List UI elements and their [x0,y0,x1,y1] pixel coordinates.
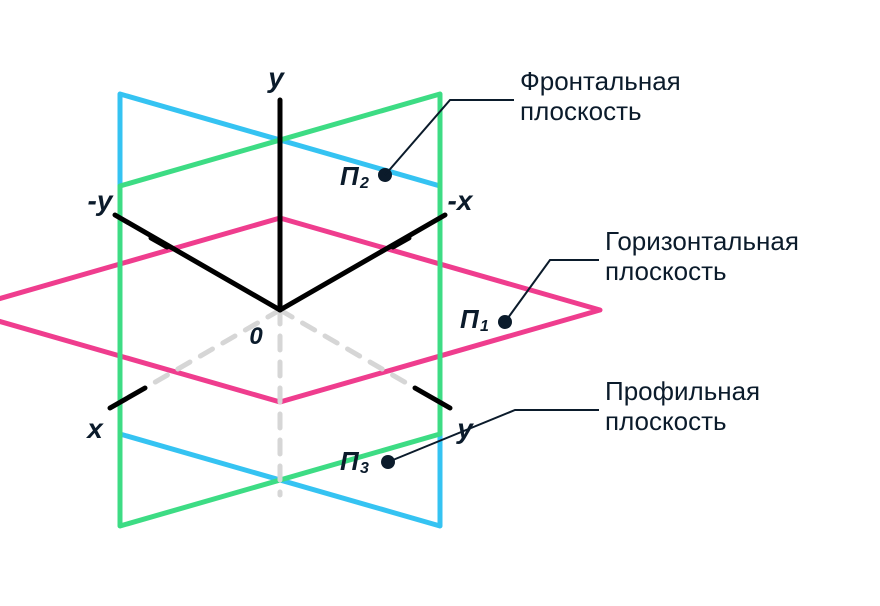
callout-frontal-leader [385,100,514,175]
projection-planes-diagram: y-y-xxy0П2П1П3ФронтальнаяплоскостьГоризо… [0,0,880,606]
plane-horizontal [0,218,600,402]
label-neg-y: -y [88,185,114,216]
axis-neg-x-hidden [280,310,415,388]
callout-profile-line1: Профильная [605,376,760,406]
callout-profile-line2: плоскость [605,406,727,436]
axis-x [110,388,145,408]
callout-horizontal-line2: плоскость [605,256,727,286]
callout-frontal-line1: Фронтальная [520,66,681,96]
callout-frontal-line2: плоскость [520,96,642,126]
svg-text:П: П [340,446,360,476]
callout-frontal: Фронтальнаяплоскость [378,66,681,182]
label-neg-x: -x [448,185,474,216]
callout-horizontal-line1: Горизонтальная [605,226,799,256]
label-pi1: П1 [460,304,489,335]
label-pi3: П3 [340,446,369,477]
axis-y-right [415,388,450,408]
svg-text:П: П [460,304,480,334]
label-origin: 0 [249,323,263,350]
axis-neg-y [115,215,280,310]
label-x: x [85,413,104,444]
svg-text:2: 2 [359,175,369,192]
svg-text:3: 3 [360,460,369,477]
svg-text:П: П [340,161,360,191]
callout-profile-leader [388,410,599,462]
svg-text:1: 1 [480,318,489,335]
callout-horizontal: Горизонтальнаяплоскость [498,226,799,329]
axis-neg-x [280,215,445,310]
label-y-top: y [266,62,285,93]
